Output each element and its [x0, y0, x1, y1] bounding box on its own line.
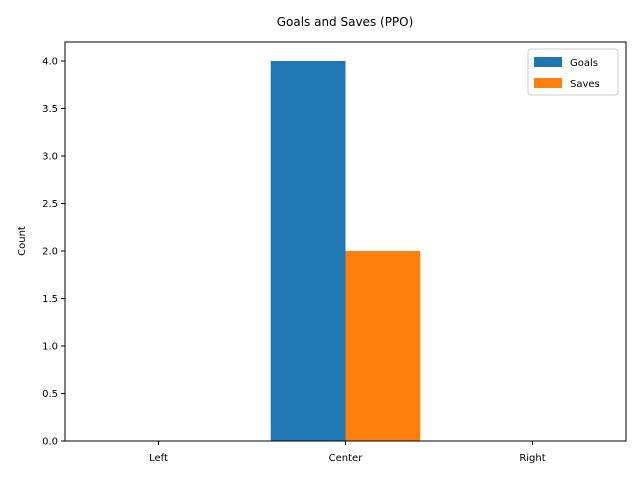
x-tick-label: Left: [149, 453, 168, 464]
y-axis: 0.0 0.5 1.0 1.5 2.0 2.5 3.0 3.5 4.0: [42, 57, 65, 448]
y-tick-label: 0.5: [42, 389, 58, 400]
bar-saves-center: [345, 251, 421, 441]
y-tick-label: 3.5: [42, 104, 58, 115]
y-tick-label: 1.0: [42, 342, 58, 353]
y-tick-label: 2.5: [42, 199, 58, 210]
y-tick-label: 0.0: [42, 437, 58, 448]
legend-swatch-saves: [534, 78, 562, 88]
y-tick-label: 4.0: [42, 57, 58, 68]
bar-goals-center: [270, 61, 346, 441]
y-tick-label: 2.0: [42, 247, 58, 258]
y-tick-label: 3.0: [42, 152, 58, 163]
plot-frame: [64, 41, 627, 442]
x-tick-label: Center: [329, 453, 364, 464]
y-axis-label: Count: [17, 226, 28, 256]
chart-title: Goals and Saves (PPO): [277, 15, 414, 29]
legend: Goals Saves: [527, 48, 619, 96]
bars-group: [270, 61, 421, 441]
legend-label-saves: Saves: [570, 79, 600, 90]
x-axis: Left Center Right: [149, 441, 546, 464]
legend-label-goals: Goals: [570, 58, 598, 69]
legend-swatch-goals: [534, 57, 562, 67]
y-tick-label: 1.5: [42, 294, 58, 305]
x-tick-label: Right: [519, 453, 545, 464]
